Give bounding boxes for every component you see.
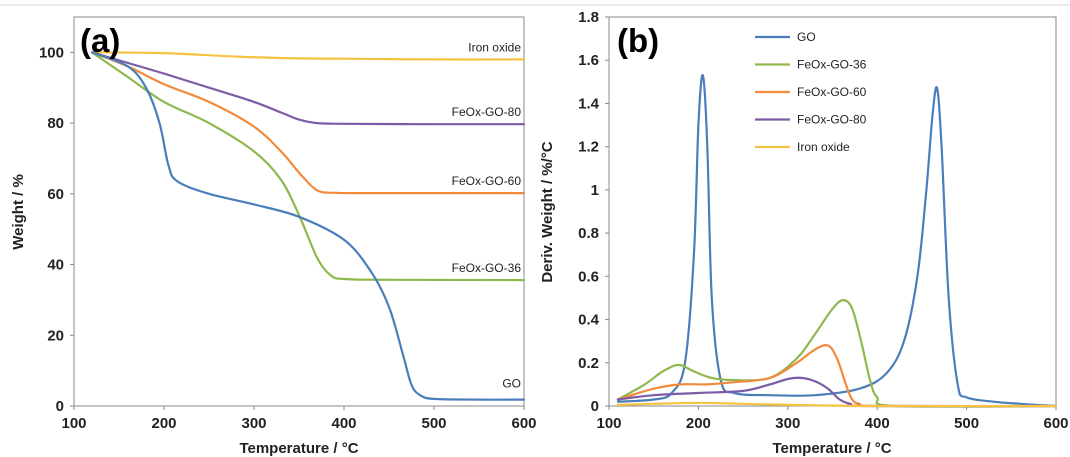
chart-b-series-feox-go-36 <box>616 299 1058 408</box>
chart-b-xtick-label: 300 <box>775 415 800 432</box>
chart-b-legend-entry-feox-go-36: FeOx-GO-36 <box>797 58 867 72</box>
chart-b-xtick-label: 600 <box>1043 415 1068 432</box>
chart-a-ytick-label: 100 <box>39 44 64 61</box>
chart-b-ytick-label: 0.8 <box>578 225 599 242</box>
chart-a-xtick-label: 300 <box>241 415 266 432</box>
chart-b-panel-label: (b) <box>617 22 659 59</box>
chart-a-xtick-label: 500 <box>421 415 446 432</box>
chart-b-xtick-label: 100 <box>596 415 621 432</box>
chart-a-xtick-label: 400 <box>331 415 356 432</box>
chart-a-series-go <box>90 51 526 401</box>
chart-a-xtick-label: 200 <box>151 415 176 432</box>
chart-a-series-feox-go-60 <box>90 51 526 195</box>
chart-a-ylabel: Weight / % <box>10 174 27 250</box>
chart-a-ytick-label: 80 <box>47 115 64 132</box>
chart-a-ticks: 100 200 300 400 500 600 0 20 40 60 80 100 <box>39 44 537 432</box>
chart-b-ytick-label: 0.2 <box>578 355 599 372</box>
chart-b-ytick-label: 0.6 <box>578 268 599 285</box>
chart-a-label-feox-go-80: FeOx-GO-80 <box>452 105 522 119</box>
chart-a: 100 200 300 400 500 600 0 20 40 60 80 100 Iron oxid… <box>10 16 537 457</box>
chart-a-xtick-label: 100 <box>61 415 86 432</box>
chart-a-series-iron-oxide <box>90 51 526 61</box>
chart-b-legend-entry-go: GO <box>797 30 816 44</box>
chart-a-series-feox-go-36 <box>90 51 526 282</box>
chart-a-ytick-label: 20 <box>47 327 64 344</box>
chart-b-xtick-label: 400 <box>865 415 890 432</box>
chart-b: 100 200 300 400 500 600 0 0.2 0.4 0.6 0.8 1 1.2 1.4 1.… <box>539 9 1069 457</box>
chart-b-legend-entry-feox-go-80: FeOx-GO-80 <box>797 113 867 127</box>
chart-b-legend-entry-feox-go-60: FeOx-GO-60 <box>797 85 867 99</box>
chart-b-xlabel: Temperature / °C <box>772 440 891 457</box>
chart-a-series-feox-go-80 <box>90 51 526 126</box>
chart-b-ticks: 100 200 300 400 500 600 0 0.2 0.4 0.6 0.8 1 1.2 1.4 1.… <box>578 9 1068 432</box>
chart-b-series-iron-oxide <box>616 401 1058 408</box>
chart-a-series-labels: Iron oxide FeOx-GO-80 FeOx-GO-60 FeOx-GO-36… <box>452 40 522 390</box>
chart-b-ytick-label: 0.4 <box>578 312 600 329</box>
chart-b-ytick-label: 1 <box>591 182 599 199</box>
chart-a-label-iron-oxide: Iron oxide <box>468 40 521 54</box>
chart-a-ytick-label: 60 <box>47 186 64 203</box>
chart-b-legend: GO FeOx-GO-36 FeOx-GO-60 FeOx-GO-80 Iron oxi… <box>755 30 867 154</box>
chart-b-ytick-label: 0 <box>591 398 599 415</box>
chart-b-frame <box>608 16 1057 407</box>
chart-a-label-go: GO <box>502 377 521 391</box>
chart-b-legend-entry-iron-oxide: Iron oxide <box>797 140 850 154</box>
chart-a-frame <box>73 16 525 407</box>
chart-b-series-feox-go-60 <box>616 344 1058 408</box>
chart-b-xtick-label: 500 <box>954 415 979 432</box>
chart-b-ytick-label: 1.8 <box>578 9 599 26</box>
chart-b-ytick-label: 1.6 <box>578 52 599 69</box>
chart-b-ytick-label: 1.4 <box>578 95 600 112</box>
chart-a-ytick-label: 0 <box>56 398 64 415</box>
chart-b-xtick-label: 200 <box>686 415 711 432</box>
chart-a-series <box>90 51 526 401</box>
chart-b-ytick-label: 1.2 <box>578 139 599 156</box>
chart-b-ylabel: Deriv. Weight / %/°C <box>539 141 556 282</box>
chart-b-series-go <box>616 74 1058 408</box>
chart-a-label-feox-go-60: FeOx-GO-60 <box>452 174 522 188</box>
chart-a-label-feox-go-36: FeOx-GO-36 <box>452 261 522 275</box>
chart-b-series <box>616 74 1058 408</box>
chart-a-xtick-label: 600 <box>511 415 536 432</box>
chart-a-ytick-label: 40 <box>47 257 64 274</box>
chart-a-panel-label: (a) <box>80 22 120 59</box>
chart-a-xlabel: Temperature / °C <box>239 440 358 457</box>
